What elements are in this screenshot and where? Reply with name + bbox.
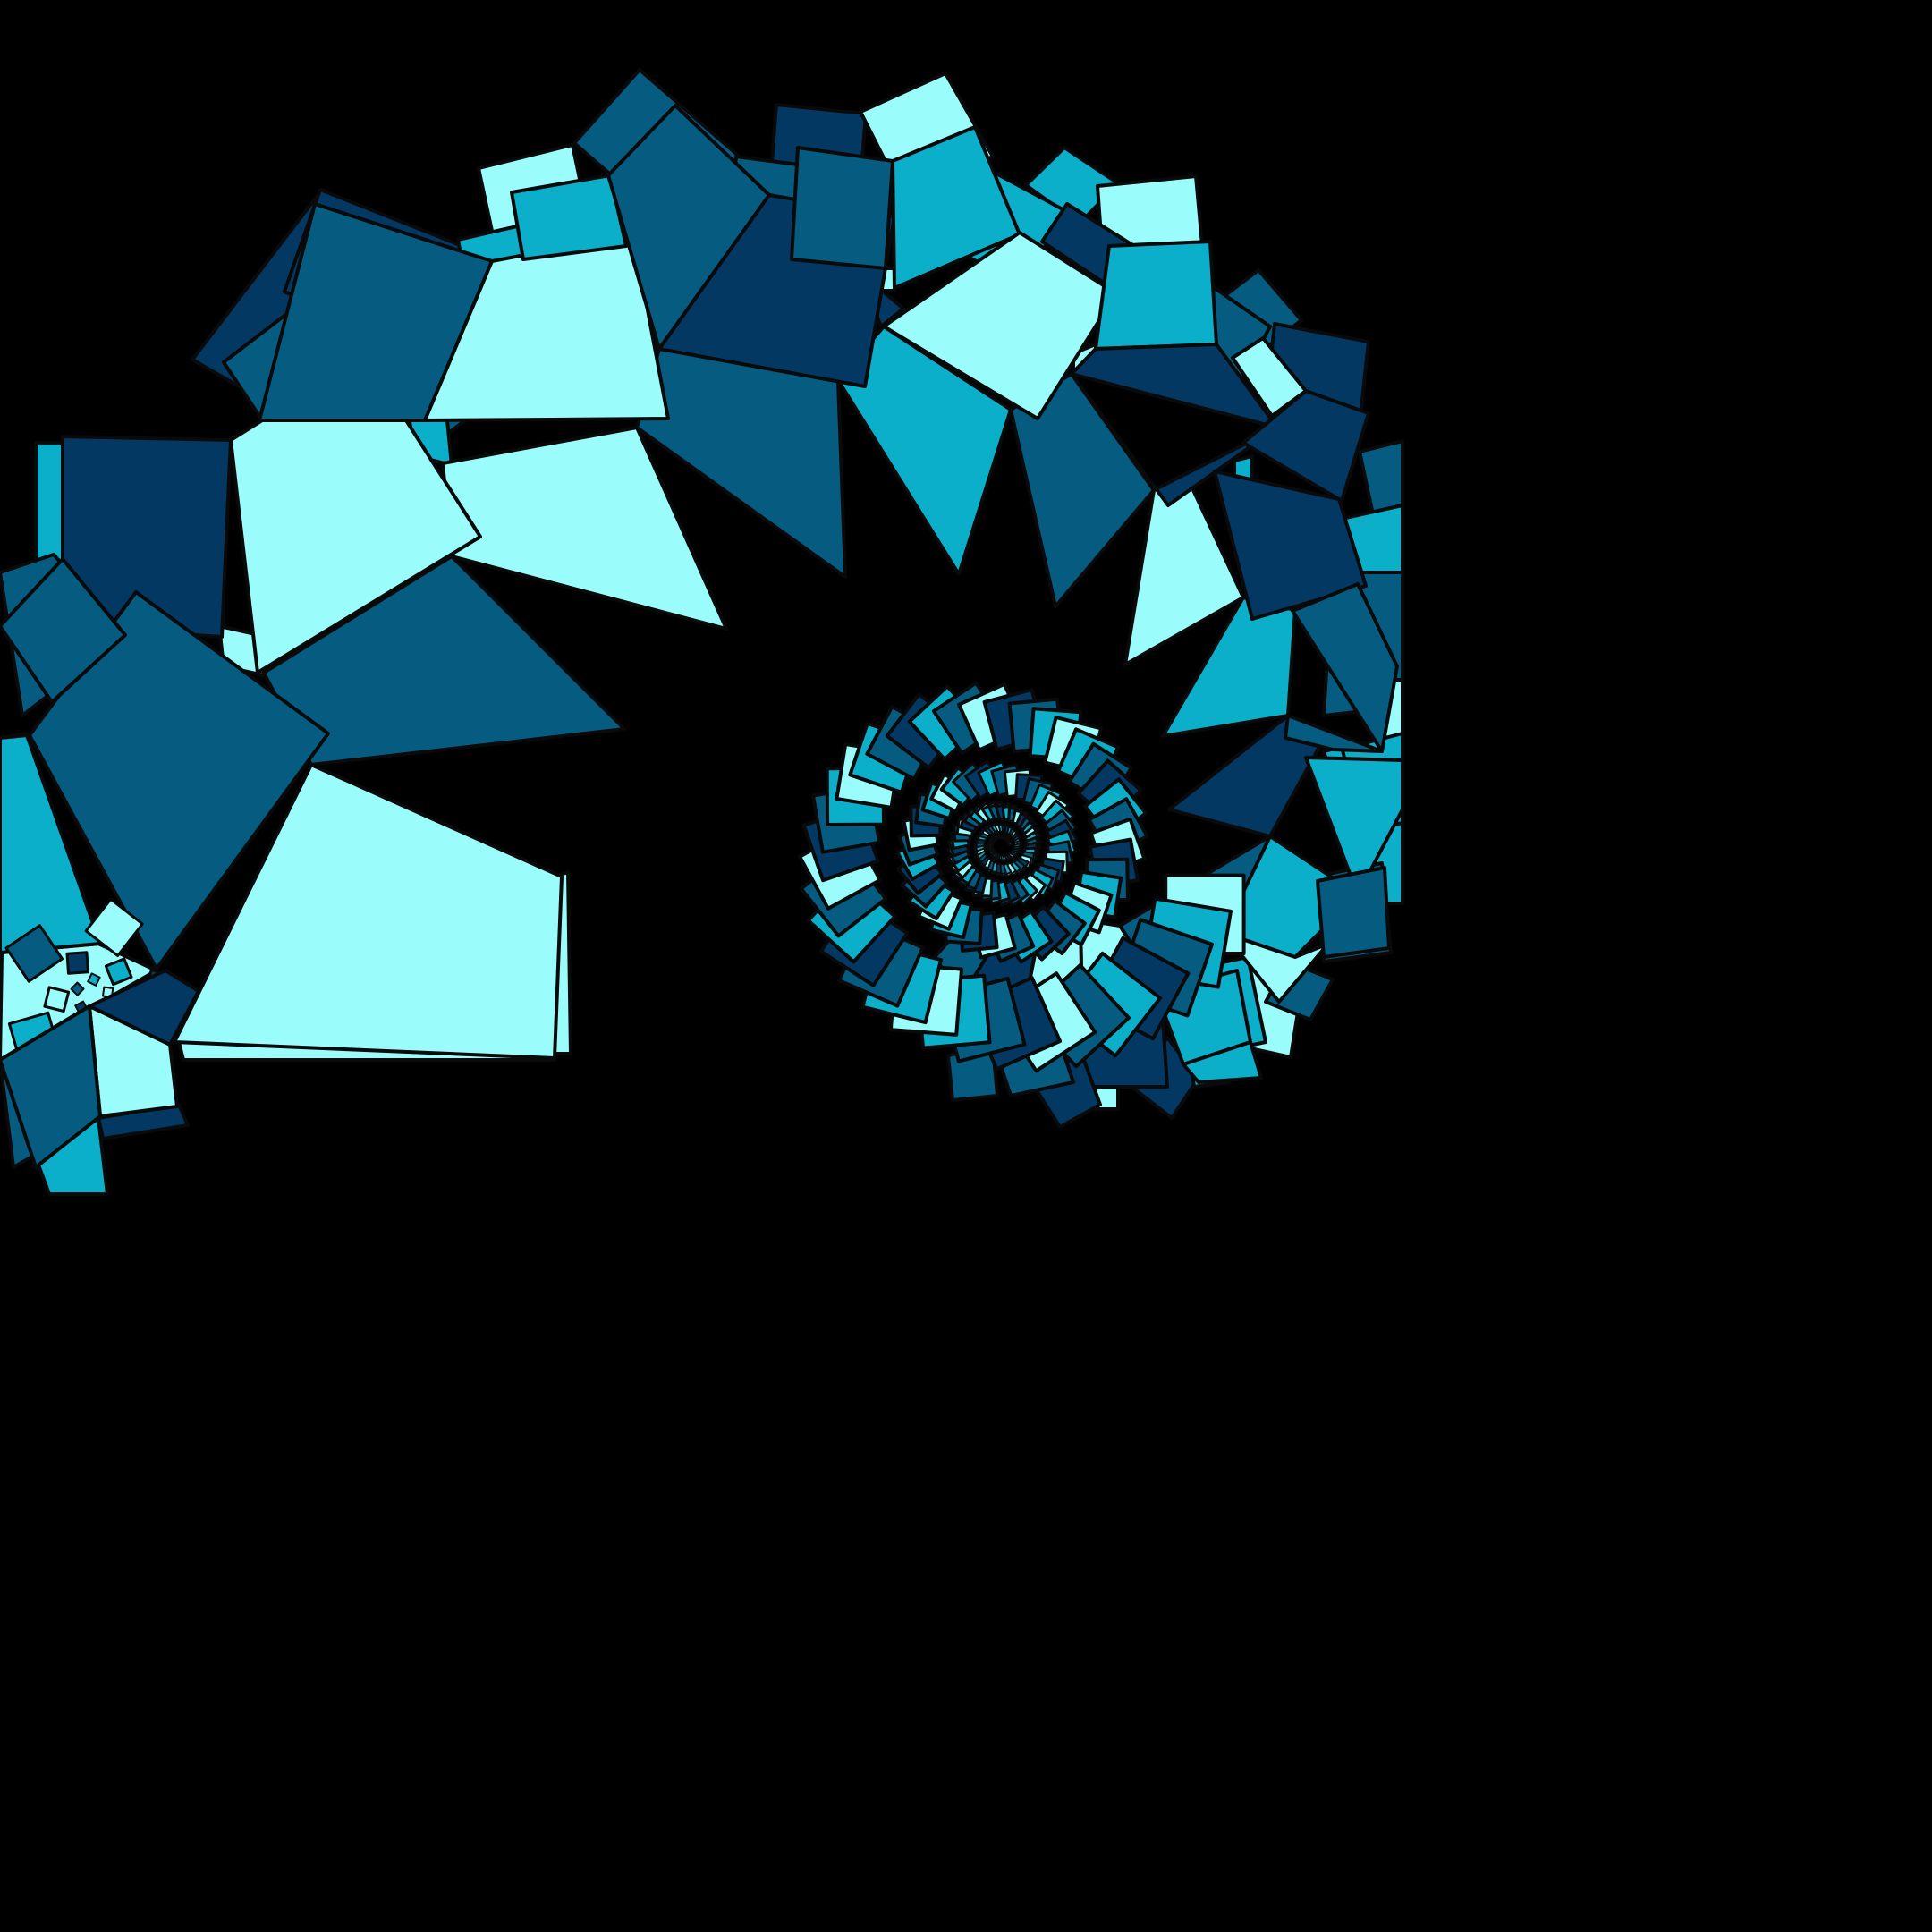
square-tile-front <box>790 146 894 270</box>
flower-petal-tile <box>70 981 85 996</box>
square-tile-front <box>1291 582 1399 753</box>
square-tile-front <box>0 557 127 704</box>
flower-petal-tile <box>65 951 89 975</box>
flower-large-tile <box>0 1004 102 1169</box>
square-tile-front <box>510 174 628 261</box>
inner-spiral-layer <box>798 681 1246 1073</box>
square-tile-front <box>1316 866 1391 959</box>
flower-petal-tile <box>104 957 133 987</box>
square-tile-front <box>1070 372 1279 507</box>
flower-petal-tile <box>87 972 101 987</box>
square-tile-front <box>1182 1040 1263 1084</box>
inner-spiral-tile <box>1006 840 1013 847</box>
ring-tile <box>173 763 564 1060</box>
square-tile-front <box>1284 714 1384 753</box>
left-flower-layer <box>0 897 200 1169</box>
flower-petal-tile <box>4 924 64 983</box>
square-tile-front <box>1304 756 1404 896</box>
flower-petal-tile <box>84 897 144 957</box>
square-tile-front <box>1213 470 1368 621</box>
square-tile-front <box>1094 240 1218 351</box>
flower-petal-tile <box>43 986 71 1013</box>
square-tile-front <box>1070 343 1279 429</box>
square-tile-front <box>1241 389 1370 503</box>
